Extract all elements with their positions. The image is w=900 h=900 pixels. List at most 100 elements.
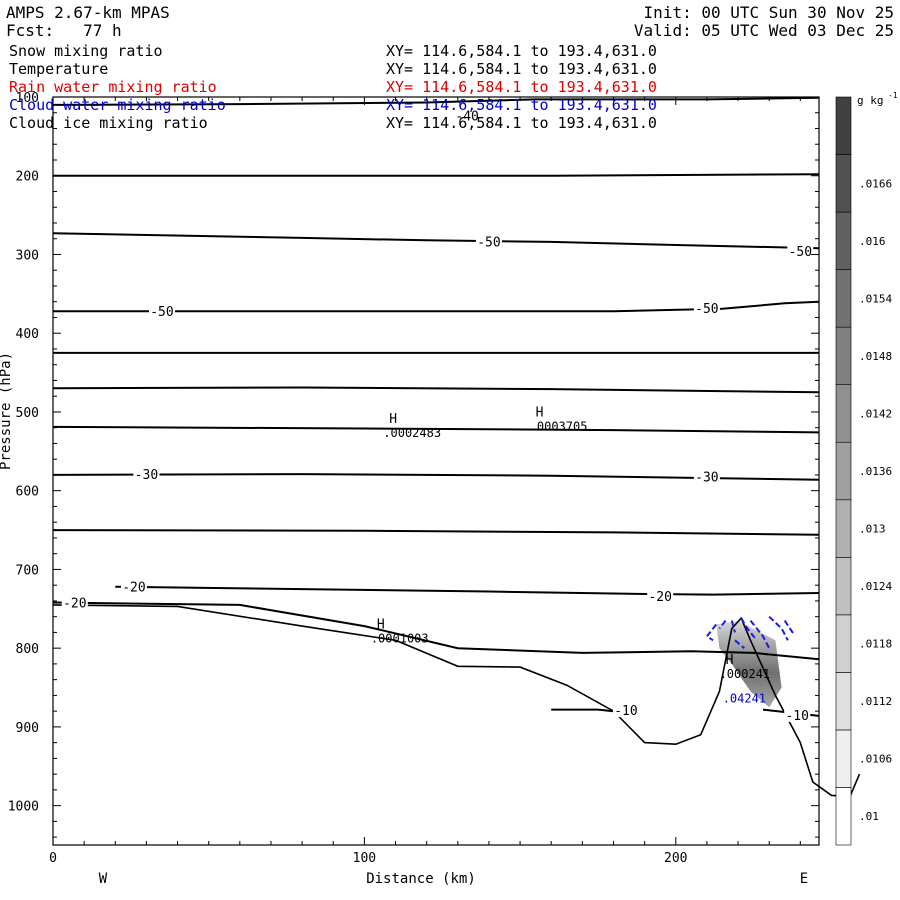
colorbar-unit: g kg <box>857 94 884 107</box>
forecast-hour: Fcst: 77 h <box>6 21 122 40</box>
isotherm-label: -20 <box>122 581 145 596</box>
y-tick-label: 1000 <box>8 800 39 815</box>
east-label: E <box>800 871 808 887</box>
colorbar-swatch <box>835 672 852 731</box>
colorbar-swatch <box>835 269 852 328</box>
colorbar-label: .0112 <box>859 695 892 708</box>
colorbar-swatch <box>835 729 852 788</box>
isotherm-label-bg <box>612 703 639 718</box>
isotherm-label-bg <box>61 595 88 610</box>
y-tick-label: 800 <box>16 642 39 657</box>
isotherm-label: -50 <box>695 302 718 317</box>
terrain-outline <box>52 604 861 798</box>
cloud-water-contour <box>734 639 745 649</box>
colorbar-label: .0166 <box>859 177 892 190</box>
colorbar-label: .013 <box>859 523 886 536</box>
x-axis-label: Distance (km) <box>366 871 476 887</box>
isotherm-label: -10 <box>614 704 637 719</box>
extremum-value: .000241 <box>720 667 771 681</box>
isotherm-label-bg <box>133 466 160 481</box>
y-tick-label: 300 <box>16 248 39 263</box>
field-xy-range: XY= 114.6,584.1 to 193.4,631.0 <box>386 60 657 78</box>
colorbar-label: .0106 <box>859 753 892 766</box>
colorbar-unit-exponent: -1 <box>888 91 898 100</box>
isotherm-label-bg <box>787 244 814 259</box>
colorbar-swatch <box>835 211 852 270</box>
snow-shading-layer <box>716 620 782 708</box>
snow-shading <box>716 620 782 708</box>
colorbar-label: .0118 <box>859 638 892 651</box>
colorbar-swatch <box>835 326 852 385</box>
y-tick-label: 200 <box>16 170 39 185</box>
west-label: W <box>99 871 108 887</box>
field-name: Cloud ice mixing ratio <box>9 114 208 132</box>
isotherm-line <box>52 473 820 481</box>
valid-time: Valid: 05 UTC Wed 03 Dec 25 <box>633 21 894 40</box>
colorbar-swatch <box>835 499 852 558</box>
isotherm-line <box>52 232 820 250</box>
x-tick-label: 200 <box>664 851 687 866</box>
extremum-value: .0001003 <box>371 631 429 645</box>
cloud-water-contour <box>768 615 789 641</box>
isotherm-label: -40 <box>455 110 478 125</box>
isotherm-line <box>551 708 620 713</box>
isotherm-label: -30 <box>135 468 158 483</box>
isotherm-label-bg <box>454 108 481 123</box>
terrain-line <box>52 604 861 798</box>
colorbar-swatch <box>835 441 852 501</box>
field-name: Rain water mixing ratio <box>9 78 217 96</box>
isotherm-line <box>52 386 820 394</box>
isotherm-label: -30 <box>695 470 718 485</box>
colorbar-swatch <box>835 154 852 213</box>
field-name: Snow mixing ratio <box>9 42 163 60</box>
cloud-water-contour <box>705 623 717 642</box>
isotherm-label-bg <box>120 579 147 594</box>
field-xy-range: XY= 114.6,584.1 to 193.4,631.0 <box>386 78 657 96</box>
field-name: Temperature <box>9 60 109 78</box>
isotherm-label: -50 <box>150 305 173 320</box>
isotherm-contours <box>52 96 820 717</box>
isotherm-label-bg <box>475 234 502 249</box>
extremum-mark: H <box>726 653 734 668</box>
field-xy-range: XY= 114.6,584.1 to 193.4,631.0 <box>386 96 657 114</box>
colorbar-label: .01 <box>859 810 879 823</box>
extremum-value: .04241 <box>723 691 766 705</box>
isotherm-label: -50 <box>477 236 500 251</box>
init-time: Init: 00 UTC Sun 30 Nov 25 <box>643 3 894 22</box>
extremum-mark: H <box>377 617 385 632</box>
isotherm-label-bg <box>784 707 811 722</box>
x-tick-label: 0 <box>49 851 57 866</box>
contour-labels: -40-50-50-50 -50-30 -30-20-20 -20-10 -10H.00… <box>61 108 814 724</box>
y-tick-label: 500 <box>16 406 39 421</box>
colorbar-label: .0136 <box>859 465 892 478</box>
isotherm-line <box>52 601 820 661</box>
model-title: AMPS 2.67-km MPAS <box>6 3 170 22</box>
isotherm-line <box>115 585 820 596</box>
plot-border <box>52 96 820 846</box>
colorbar-label: .0148 <box>859 350 892 363</box>
y-tick-label: 900 <box>16 721 39 736</box>
y-tick-label: 100 <box>16 91 39 106</box>
isotherm-line <box>53 300 820 313</box>
colorbar-label: .016 <box>859 235 886 248</box>
y-tick-label: 400 <box>16 327 39 342</box>
colorbar: .01 .0106 .0112 .0118 .0124 .013 .0136 .0142 .01… <box>835 91 898 846</box>
colorbar-swatch <box>835 96 852 155</box>
isotherm-label: -10 <box>785 709 808 724</box>
cloud-water-contour <box>740 617 758 641</box>
y-tick-label: 700 <box>16 563 39 578</box>
extremum-mark: H <box>389 412 397 427</box>
field-name: Cloud water mixing ratio <box>9 96 226 114</box>
field-xy-range: XY= 114.6,584.1 to 193.4,631.0 <box>386 42 657 60</box>
cloud-water-contour <box>749 619 771 649</box>
colorbar-label: .0142 <box>859 407 892 420</box>
axes: 100 200 300 400 500 600 700 800 900 1000 0 100 200 Di… <box>0 91 820 887</box>
field-xy-range: XY= 114.6,584.1 to 193.4,631.0 <box>386 114 657 132</box>
extremum-value: .0003705 <box>530 420 588 434</box>
isotherm-label: -20 <box>648 590 671 605</box>
extremum-value: .0002483 <box>383 426 441 440</box>
extremum-mark: H <box>536 406 544 421</box>
cloud-water-contour <box>783 620 795 636</box>
x-tick-label: 100 <box>353 851 376 866</box>
